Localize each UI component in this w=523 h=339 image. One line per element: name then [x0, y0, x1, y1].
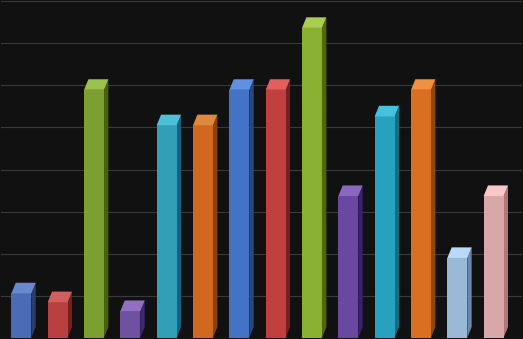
- Bar: [338, 196, 358, 338]
- Bar: [447, 258, 467, 338]
- Bar: [84, 90, 104, 338]
- Polygon shape: [358, 185, 362, 338]
- Polygon shape: [84, 79, 108, 90]
- Bar: [193, 125, 213, 338]
- Polygon shape: [177, 115, 181, 338]
- Polygon shape: [140, 300, 145, 338]
- Polygon shape: [484, 185, 508, 196]
- Polygon shape: [230, 79, 254, 90]
- Bar: [484, 196, 504, 338]
- Polygon shape: [467, 247, 472, 338]
- Polygon shape: [411, 79, 435, 90]
- Polygon shape: [431, 79, 435, 338]
- Polygon shape: [48, 292, 72, 302]
- Bar: [157, 125, 177, 338]
- Polygon shape: [12, 283, 36, 293]
- Polygon shape: [338, 185, 362, 196]
- Polygon shape: [374, 106, 399, 116]
- Bar: [12, 293, 31, 338]
- Polygon shape: [286, 79, 290, 338]
- Polygon shape: [302, 17, 326, 28]
- Polygon shape: [157, 115, 181, 125]
- Bar: [374, 116, 395, 338]
- Bar: [266, 90, 286, 338]
- Polygon shape: [31, 283, 36, 338]
- Polygon shape: [504, 185, 508, 338]
- Bar: [120, 311, 140, 338]
- Polygon shape: [447, 247, 472, 258]
- Bar: [48, 302, 67, 338]
- Bar: [302, 28, 322, 338]
- Polygon shape: [266, 79, 290, 90]
- Polygon shape: [213, 115, 218, 338]
- Bar: [230, 90, 249, 338]
- Polygon shape: [67, 292, 72, 338]
- Polygon shape: [395, 106, 399, 338]
- Polygon shape: [120, 300, 145, 311]
- Polygon shape: [193, 115, 218, 125]
- Polygon shape: [104, 79, 108, 338]
- Polygon shape: [322, 17, 326, 338]
- Bar: [411, 90, 431, 338]
- Polygon shape: [249, 79, 254, 338]
